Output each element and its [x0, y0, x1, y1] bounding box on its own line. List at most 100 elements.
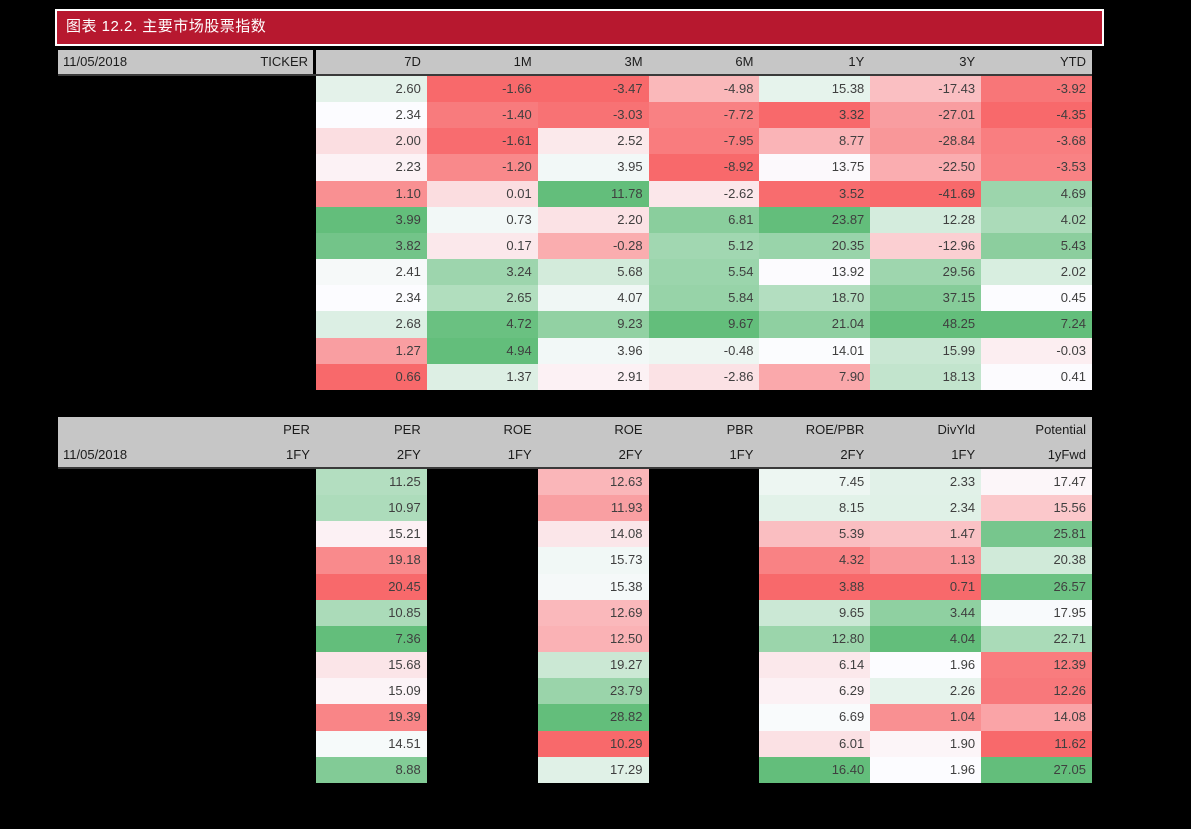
row-label-spacer	[58, 600, 205, 626]
empty-cell	[205, 678, 316, 704]
heatmap-cell: 11.62	[981, 730, 1092, 757]
index-row: 2.34 -1.40 -3.03 -7.72 3.32 -27.01 -4.35	[58, 102, 1093, 129]
heatmap-cell: 1.10	[316, 180, 427, 207]
heatmap-cell: 13.75	[759, 154, 871, 181]
valuation-table: PER PER ROE ROE PBR ROE/PBR DivYld Potential 11…	[58, 417, 1092, 783]
row-label-spacer	[58, 154, 316, 180]
heatmap-cell: 48.25	[870, 311, 982, 338]
heatmap-cell: 12.63	[537, 469, 649, 496]
heatmap-cell: 3.44	[870, 599, 982, 626]
empty-cell	[649, 626, 760, 652]
heatmap-cell: 2.68	[316, 311, 427, 338]
heatmap-cell: 8.15	[759, 495, 871, 522]
heatmap-cell: 14.01	[759, 337, 871, 364]
valuation-row: 7.36 12.50 12.80 4.04 22.71	[58, 625, 1092, 653]
period-column-header: 2FY	[396, 447, 421, 462]
heatmap-cell: 10.97	[315, 495, 427, 522]
index-row: 2.41 3.24 5.68 5.54 13.92 29.56 2.02	[58, 259, 1093, 286]
heatmap-cell: -3.03	[537, 102, 649, 129]
period-column-header: 1FY	[729, 447, 754, 462]
heatmap-cell: -1.61	[426, 128, 538, 155]
period-column-header: 6M	[735, 54, 754, 69]
period-column-header: YTD	[1060, 54, 1087, 69]
index-row: 1.27 4.94 3.96 -0.48 14.01 15.99 -0.03	[58, 337, 1093, 364]
heatmap-cell: 10.85	[315, 599, 427, 626]
index-row: 2.68 4.72 9.23 9.67 21.04 48.25 7.24	[58, 311, 1093, 338]
heatmap-cell: 7.45	[759, 469, 871, 496]
row-label-spacer	[58, 181, 316, 207]
index-performance-table: 11/05/2018 TICKER 7D 1M 3M 6M 1Y 3Y YTD 2.60 -1…	[58, 50, 1093, 390]
heatmap-cell: -7.72	[648, 102, 760, 129]
heatmap-cell: -0.48	[648, 337, 760, 364]
empty-cell	[427, 600, 538, 626]
row-label-spacer	[58, 731, 205, 757]
metric-column-header: ROE/PBR	[805, 422, 865, 437]
heatmap-cell: 12.69	[537, 599, 649, 626]
empty-cell	[205, 495, 316, 521]
heatmap-cell: 1.47	[870, 521, 982, 548]
empty-cell	[649, 600, 760, 626]
heatmap-cell: 0.71	[870, 573, 982, 600]
heatmap-cell: 1.04	[870, 704, 982, 731]
empty-cell	[205, 547, 316, 573]
empty-cell	[205, 521, 316, 547]
heatmap-cell: -3.47	[537, 76, 649, 103]
heatmap-cell: 5.12	[648, 232, 760, 260]
heatmap-cell: 5.84	[648, 285, 760, 312]
empty-cell	[427, 521, 538, 547]
heatmap-cell: 37.15	[870, 285, 982, 312]
row-label-spacer	[58, 259, 316, 285]
heatmap-cell: -17.43	[870, 76, 982, 103]
empty-cell	[205, 652, 316, 678]
heatmap-cell: 11.93	[537, 495, 649, 522]
empty-cell	[205, 731, 316, 757]
metric-column-header: PER	[283, 422, 310, 437]
heatmap-cell: 6.69	[759, 704, 871, 731]
heatmap-cell: 14.08	[981, 704, 1092, 731]
row-label-spacer	[58, 76, 316, 102]
row-label-spacer	[58, 207, 316, 233]
empty-cell	[427, 574, 538, 600]
heatmap-cell: 2.91	[537, 363, 649, 390]
row-label-spacer	[58, 547, 205, 573]
metric-column-header: Potential	[1035, 422, 1086, 437]
row-label-spacer	[58, 285, 316, 311]
heatmap-cell: 18.13	[870, 363, 982, 390]
row-label-spacer	[58, 233, 316, 259]
heatmap-cell: 4.94	[426, 337, 538, 364]
heatmap-cell: -3.53	[981, 154, 1093, 181]
heatmap-cell: 5.43	[981, 232, 1093, 260]
heatmap-cell: -3.68	[981, 128, 1093, 155]
heatmap-cell: 17.95	[981, 599, 1092, 626]
period-column-header: 1Y	[848, 54, 865, 69]
valuation-row: 15.68 19.27 6.14 1.96 12.39	[58, 652, 1092, 679]
period-column-header: 1FY	[286, 447, 310, 462]
heatmap-cell: 12.39	[981, 652, 1092, 679]
heatmap-cell: -1.20	[426, 154, 538, 181]
heatmap-cell: 2.65	[426, 285, 538, 312]
heatmap-cell: 3.32	[759, 102, 871, 129]
heatmap-cell: 28.82	[537, 704, 649, 731]
valuation-row: 14.51 10.29 6.01 1.90 11.62	[58, 730, 1092, 757]
valuation-table-header: PER PER ROE ROE PBR ROE/PBR DivYld Potential 11…	[58, 417, 1092, 469]
as-of-date: 11/05/2018	[63, 54, 128, 69]
heatmap-cell: 8.88	[315, 756, 427, 783]
heatmap-cell: 2.26	[870, 678, 982, 705]
heatmap-cell: 2.33	[870, 469, 982, 496]
performance-table-header: 11/05/2018 TICKER 7D 1M 3M 6M 1Y 3Y YTD	[58, 50, 1092, 76]
empty-cell	[427, 678, 538, 704]
index-row: 2.23 -1.20 3.95 -8.92 13.75 -22.50 -3.53	[58, 154, 1093, 181]
heatmap-cell: -12.96	[870, 232, 982, 260]
heatmap-cell: 6.01	[759, 730, 871, 757]
valuation-row: 11.25 12.63 7.45 2.33 17.47	[58, 469, 1092, 496]
row-label-spacer	[58, 626, 205, 652]
index-row: 2.60 -1.66 -3.47 -4.98 15.38 -17.43 -3.92	[58, 76, 1093, 103]
heatmap-cell: 0.73	[426, 206, 538, 233]
row-label-spacer	[58, 311, 316, 337]
heatmap-cell: 12.50	[537, 625, 649, 653]
heatmap-cell: 21.04	[759, 311, 871, 338]
heatmap-cell: 1.90	[870, 730, 982, 757]
heatmap-cell: -1.40	[426, 102, 538, 129]
heatmap-cell: 17.47	[981, 469, 1092, 496]
valuation-row: 10.85 12.69 9.65 3.44 17.95	[58, 599, 1092, 626]
